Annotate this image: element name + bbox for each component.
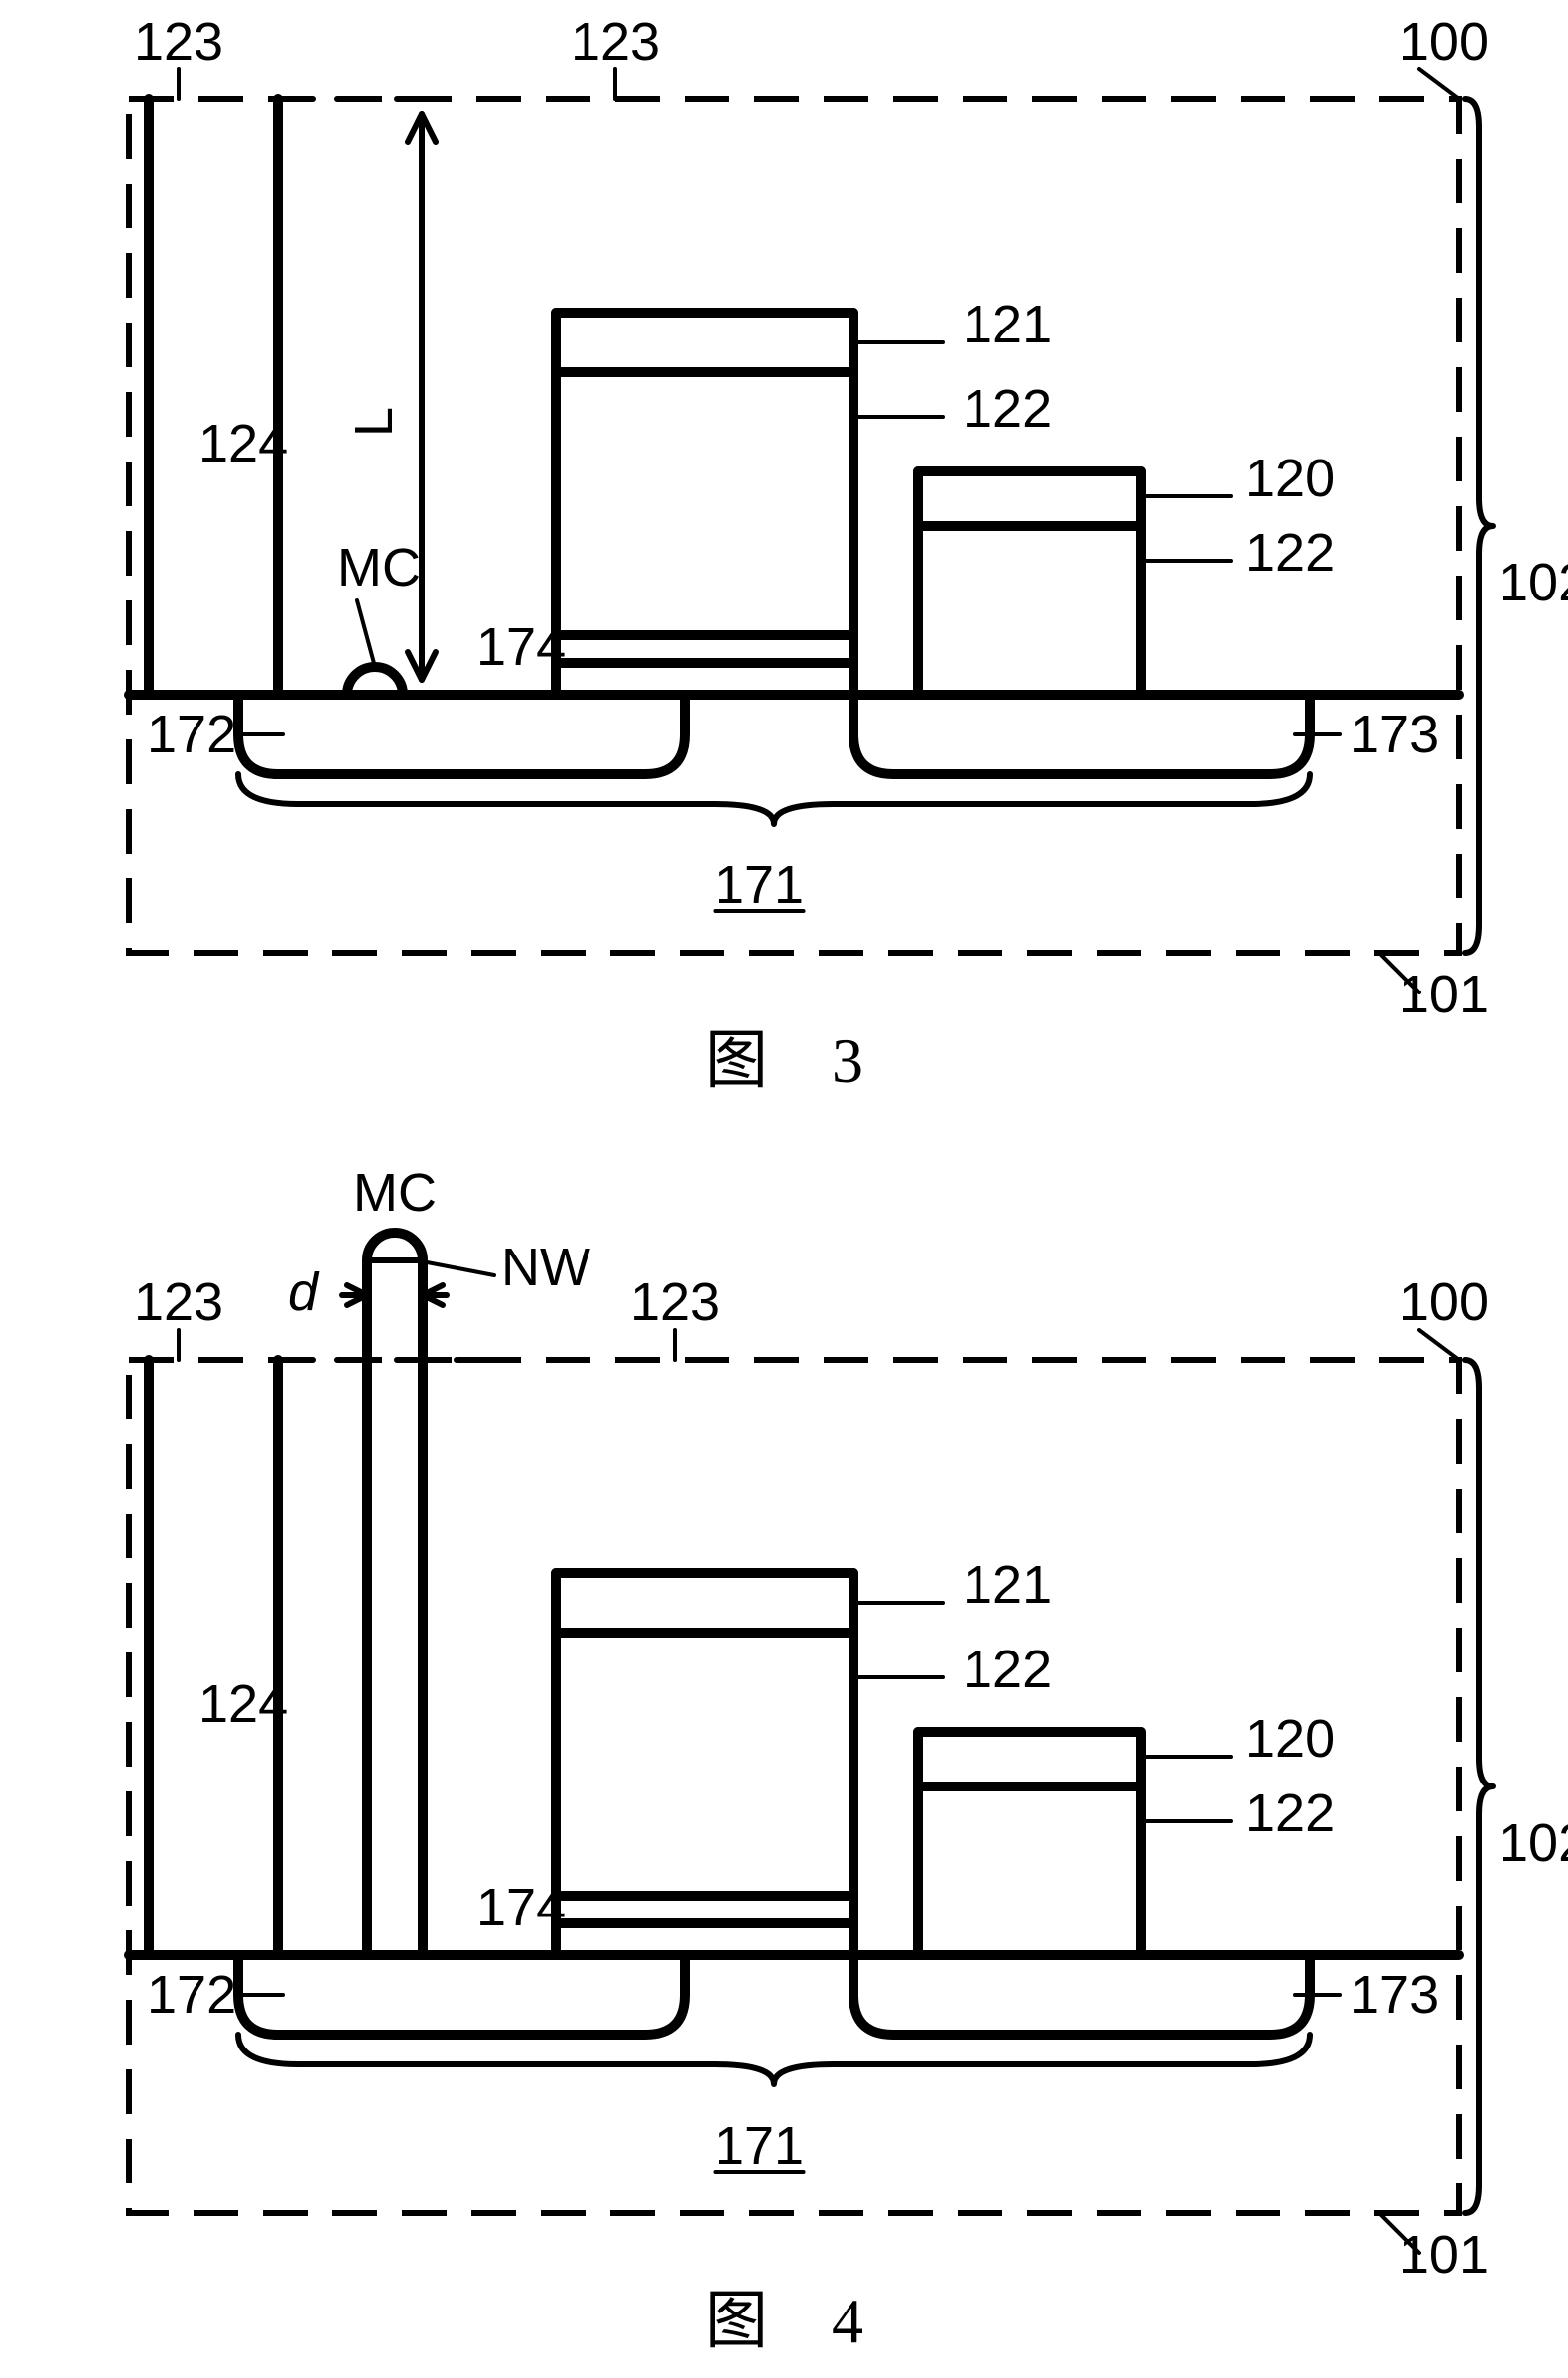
label-n100: 100 <box>1399 12 1489 71</box>
label-n172: 172 <box>147 705 236 764</box>
label-n120: 120 <box>1245 449 1335 508</box>
label-n102: 102 <box>1499 553 1568 612</box>
label-n100: 100 <box>1399 1272 1489 1332</box>
label-n171: 171 <box>715 2116 804 2176</box>
label-n101: 101 <box>1399 2225 1489 2285</box>
label-n172: 172 <box>147 1965 236 2025</box>
label-n120: 120 <box>1245 1709 1335 1769</box>
label-n173: 173 <box>1350 705 1439 764</box>
label-nd: d <box>288 1262 320 1322</box>
label-n122a: 122 <box>963 379 1052 439</box>
label-n124: 124 <box>198 1674 288 1734</box>
label-nNW: NW <box>501 1238 590 1297</box>
figure-caption: 图 4 <box>705 2286 863 2356</box>
label-n171: 171 <box>715 856 804 915</box>
label-n123b: 123 <box>630 1272 719 1332</box>
label-n124: 124 <box>198 414 288 473</box>
label-n123a: 123 <box>134 1272 223 1332</box>
label-n123a: 123 <box>134 12 223 71</box>
label-n102: 102 <box>1499 1813 1568 1873</box>
label-nMC: MC <box>337 538 421 597</box>
label-n122b: 122 <box>1245 1784 1335 1843</box>
label-n173: 173 <box>1350 1965 1439 2025</box>
label-n122b: 122 <box>1245 523 1335 583</box>
label-nMC: MC <box>353 1163 437 1223</box>
label-n174: 174 <box>476 617 566 677</box>
label-n122a: 122 <box>963 1640 1052 1699</box>
label-n121: 121 <box>963 295 1052 354</box>
label-n121: 121 <box>963 1555 1052 1615</box>
label-n174: 174 <box>476 1878 566 1937</box>
figure-caption: 图 3 <box>705 1025 863 1096</box>
label-n123b: 123 <box>571 12 660 71</box>
label-nL: L <box>344 407 404 437</box>
label-n101: 101 <box>1399 965 1489 1024</box>
